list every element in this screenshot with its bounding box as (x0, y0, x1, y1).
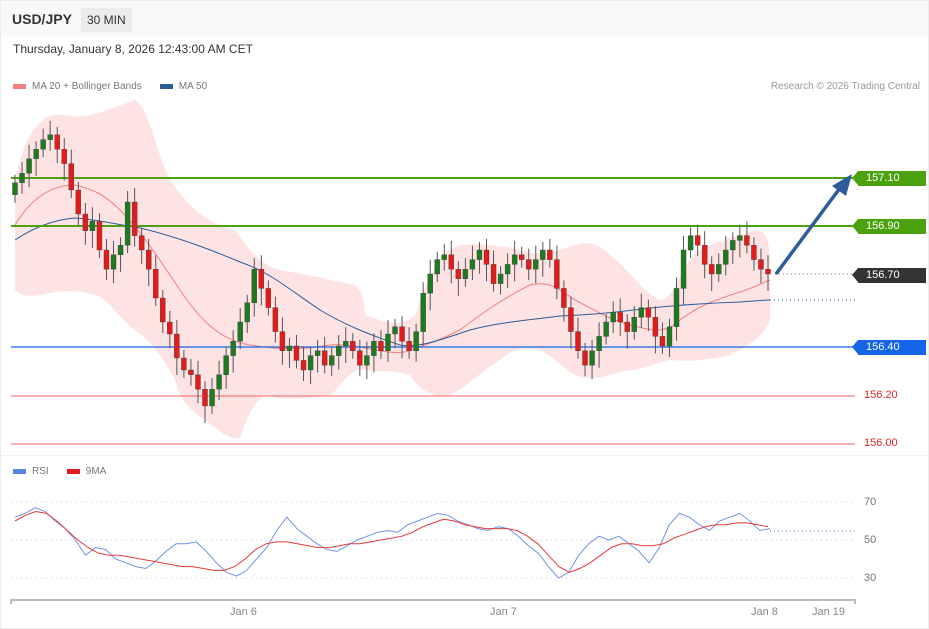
forecast-arrow-icon (774, 174, 852, 276)
bollinger-band (15, 100, 770, 439)
rsi-9ma-line (14, 510, 769, 573)
label-arrow-icon (852, 219, 858, 233)
legend-item-ma50: MA 50 (159, 81, 208, 92)
credit-text: Research © 2026 Trading Central (770, 81, 920, 92)
legend-item-9ma: 9MA (66, 466, 107, 477)
legend-label: 9MA (85, 466, 107, 477)
rsi-tick-50: 50 (864, 534, 877, 546)
symbol-title: USD/JPY (12, 11, 72, 27)
level-label-156-00: 156.00 (864, 437, 898, 449)
header-bar: USD/JPY 30 MIN (1, 1, 928, 36)
price-legend: MA 20 + Bollinger Bands MA 50 (13, 81, 219, 92)
legend-swatch-icon (159, 84, 173, 89)
legend-swatch-icon (13, 469, 26, 474)
legend-swatch-icon (66, 469, 80, 474)
rsi-tick-30: 30 (864, 572, 877, 584)
level-label-156-20: 156.20 (864, 389, 898, 401)
legend-swatch-icon (13, 84, 26, 89)
panel-separator (1, 455, 928, 457)
x-label-jan6: Jan 6 (230, 606, 257, 618)
candlesticks (12, 120, 771, 423)
label-arrow-icon (852, 171, 858, 185)
x-label-jan7: Jan 7 (490, 606, 517, 618)
legend-label: MA 20 + Bollinger Bands (32, 81, 142, 92)
last-price-label: 156.70 (858, 268, 926, 283)
label-arrow-icon (852, 268, 858, 282)
chart-datetime: Thursday, January 8, 2026 12:43:00 AM CE… (13, 42, 253, 56)
x-label-jan8: Jan 8 (751, 606, 778, 618)
label-arrow-icon (852, 340, 858, 354)
legend-label: RSI (32, 466, 49, 477)
legend-item-ma20-bollinger: MA 20 + Bollinger Bands (13, 81, 142, 92)
level-label-157-10: 157.10 (858, 171, 926, 186)
legend-label: MA 50 (178, 81, 208, 92)
x-axis (10, 599, 856, 604)
level-label-156-40: 156.40 (858, 340, 926, 355)
rsi-legend: RSI 9MA (13, 466, 118, 477)
legend-item-rsi: RSI (13, 466, 49, 477)
rsi-tick-70: 70 (864, 496, 877, 508)
rsi-line (14, 507, 771, 579)
level-label-156-90: 156.90 (858, 219, 926, 234)
timeframe-button[interactable]: 30 MIN (81, 8, 132, 32)
x-label-jan19: Jan 19 (812, 606, 846, 618)
